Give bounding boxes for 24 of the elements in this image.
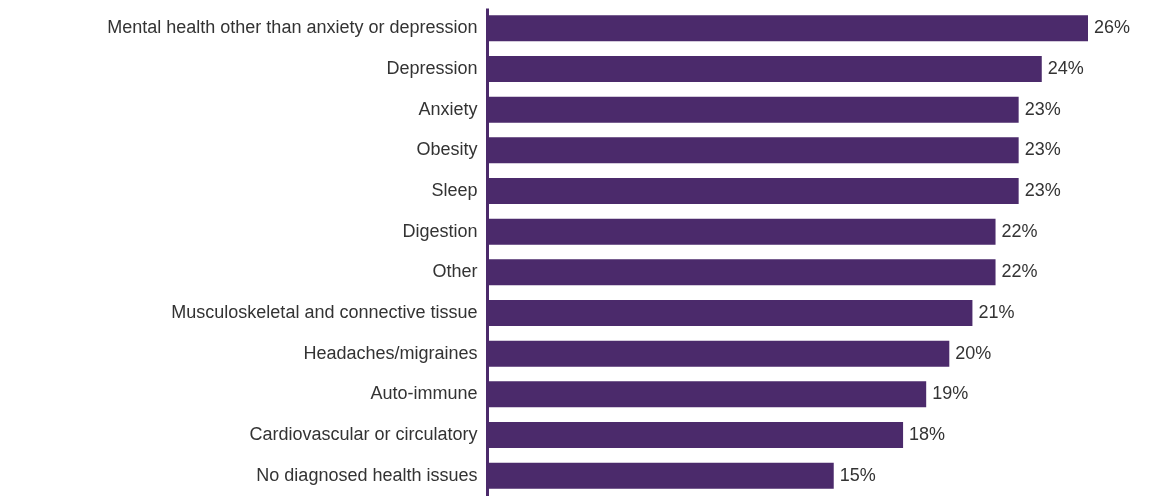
data-label: 15% <box>839 464 876 485</box>
data-label: 20% <box>955 342 992 363</box>
y-tick-label: Digestion <box>402 220 478 241</box>
data-label: 26% <box>1094 17 1131 38</box>
y-tick-label: Anxiety <box>418 98 478 119</box>
data-label: 18% <box>909 424 946 444</box>
y-tick-label: Auto-immune <box>370 383 478 404</box>
y-tick-label: Obesity <box>416 139 478 160</box>
data-label: 23% <box>1024 98 1061 119</box>
data-label: 24% <box>1047 58 1084 78</box>
data-label: 23% <box>1024 180 1061 200</box>
data-label: 22% <box>1001 220 1038 241</box>
y-tick-label: Depression <box>386 58 478 78</box>
data-label: 23% <box>1024 139 1061 160</box>
y-tick-label: Sleep <box>431 180 478 200</box>
data-label: 21% <box>978 302 1015 322</box>
data-label: 22% <box>1001 261 1038 282</box>
y-tick-label: No diagnosed health issues <box>256 464 478 485</box>
y-tick-label: Other <box>432 261 478 282</box>
y-tick-label: Cardiovascular or circulatory <box>249 424 478 444</box>
y-tick-label: Mental health other than anxiety or depression <box>107 17 478 38</box>
y-tick-label: Headaches/migraines <box>303 342 478 363</box>
y-tick-label: Musculoskeletal and connective tissue <box>171 302 478 322</box>
data-label: 19% <box>932 383 969 404</box>
